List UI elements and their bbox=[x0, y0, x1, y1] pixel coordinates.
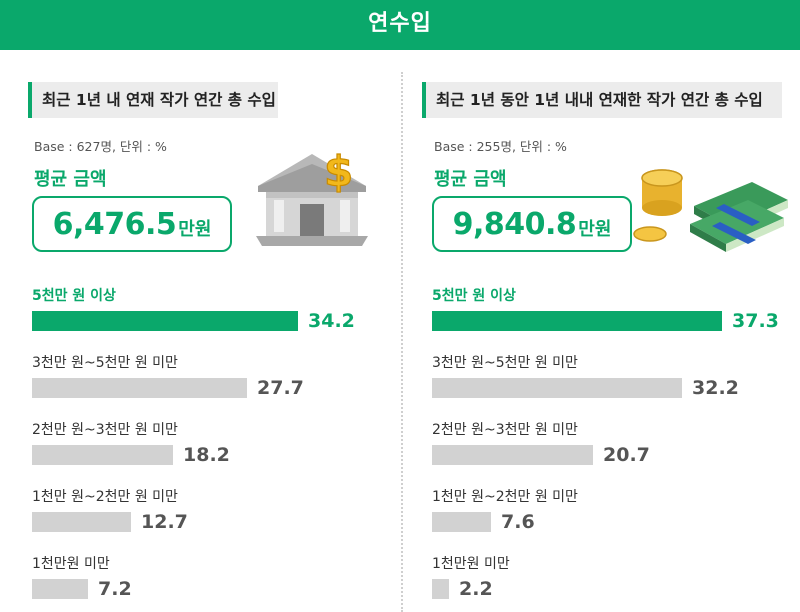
bar-value-label: 7.2 bbox=[98, 578, 132, 600]
bar bbox=[32, 512, 131, 532]
bar bbox=[32, 445, 173, 465]
bar-value-label: 7.6 bbox=[501, 511, 535, 533]
base-note: Base : 255명, 단위 : % bbox=[434, 139, 567, 154]
average-label: 평균 금액 bbox=[434, 169, 507, 190]
bar-category-label: 1천만 원~2천만 원 미만 bbox=[32, 489, 178, 505]
bar-category-label: 3천만 원~5천만 원 미만 bbox=[432, 355, 578, 371]
bar-category-label: 1천만원 미만 bbox=[432, 556, 510, 572]
bar-category-label: 5천만 원 이상 bbox=[32, 288, 116, 304]
average-unit: 만원 bbox=[178, 219, 212, 240]
money-stack-icon bbox=[633, 169, 788, 252]
bar bbox=[432, 311, 722, 331]
panel-divider bbox=[401, 72, 403, 612]
bar-category-label: 1천만 원~2천만 원 미만 bbox=[432, 489, 578, 505]
bar-value-label: 2.2 bbox=[459, 578, 493, 600]
bar bbox=[32, 311, 298, 331]
bar-value-label: 32.2 bbox=[692, 377, 739, 399]
chart-title: 최근 1년 동안 1년 내내 연재한 작가 연간 총 수입 bbox=[422, 82, 782, 118]
bar-value-label: 20.7 bbox=[603, 444, 650, 466]
base-note: Base : 627명, 단위 : % bbox=[34, 139, 167, 154]
bar-category-label: 5천만 원 이상 bbox=[432, 288, 516, 304]
panel-right: 최근 1년 동안 1년 내내 연재한 작가 연간 총 수입 Base : 255… bbox=[400, 0, 800, 612]
bar-category-label: 2천만 원~3천만 원 미만 bbox=[432, 422, 578, 438]
header-bar bbox=[0, 0, 800, 50]
bar-value-label: 18.2 bbox=[183, 444, 230, 466]
bar bbox=[432, 378, 682, 398]
bar-value-label: 12.7 bbox=[141, 511, 188, 533]
chart-title: 최근 1년 내 연재 작가 연간 총 수입 bbox=[28, 82, 278, 118]
average-value: 9,840.8 bbox=[452, 206, 577, 242]
bar bbox=[432, 579, 449, 599]
average-unit: 만원 bbox=[578, 219, 612, 240]
average-box: 6,476.5 만원 bbox=[32, 196, 232, 252]
bar-value-label: 34.2 bbox=[308, 310, 355, 332]
average-value: 6,476.5 bbox=[52, 206, 177, 242]
average-box: 9,840.8 만원 bbox=[432, 196, 632, 252]
bank-dollar-icon: $ bbox=[256, 150, 368, 246]
bar-value-label: 37.3 bbox=[732, 310, 779, 332]
bar bbox=[32, 378, 247, 398]
svg-text:$: $ bbox=[324, 150, 353, 196]
bar bbox=[432, 445, 593, 465]
page-title: 연수입 bbox=[368, 11, 432, 36]
bar-value-label: 27.7 bbox=[257, 377, 304, 399]
bar bbox=[432, 512, 491, 532]
average-label: 평균 금액 bbox=[34, 169, 107, 190]
panel-left: 최근 1년 내 연재 작가 연간 총 수입 Base : 627명, 단위 : … bbox=[28, 82, 368, 600]
bar-category-label: 1천만원 미만 bbox=[32, 556, 110, 572]
bar-category-label: 2천만 원~3천만 원 미만 bbox=[32, 422, 178, 438]
bar bbox=[32, 579, 88, 599]
bar-category-label: 3천만 원~5천만 원 미만 bbox=[32, 355, 178, 371]
